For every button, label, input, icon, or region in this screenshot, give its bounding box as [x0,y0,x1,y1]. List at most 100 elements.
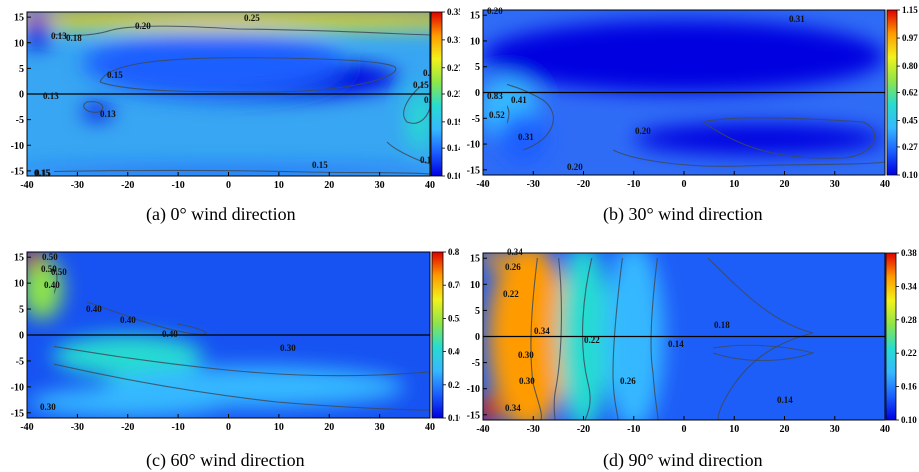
heatmap-cell [483,20,885,93]
contour-label: 0.83 [487,91,503,101]
colorbar-tick-label: 0.38 [901,248,917,258]
contour-label: 0.20 [135,21,151,31]
colorbar [430,11,443,177]
x-tick-label: 0 [226,422,231,433]
contour-line [99,57,397,93]
contour-label: 0.52 [489,110,505,120]
x-tick-label: 20 [780,424,790,435]
y-tick-label: 10 [470,280,480,291]
colorbar-tick-label: 0.22 [901,348,917,358]
heatmap-cell [52,335,204,377]
y-tick-label: -15 [11,408,24,419]
colorbar-tick-label: 0.14 [447,143,460,153]
contour-label: 0.26 [505,262,521,272]
y-tick-label: 10 [470,36,480,47]
contour-label: 0.14 [668,339,684,349]
contour-plot-c: 0.500.500.500.400.400.400.400.300.30-40-… [11,247,465,433]
x-tick-label: 40 [880,424,890,435]
panel-b: 0.31 0.20 0.83 0.41 0.52 0.31 0.20 0.20 -40 -30 -2… [459,0,919,190]
heatmap-cell [488,253,569,420]
x-tick-label: 30 [375,422,385,433]
heatmap-field [27,252,430,418]
colorbar-tick-label: 0.45 [902,116,918,126]
contour-label: 0.25 [244,13,260,23]
contour-line [83,101,104,113]
heatmap-cell [27,17,53,48]
y-tick-label: 5 [475,306,480,317]
colorbar-tick-label: 0.25 [448,380,460,390]
contour-line [507,105,510,124]
contour-line [553,258,562,421]
x-tick-label: -20 [577,424,590,435]
y-tick-label: -10 [11,382,24,393]
contour-line [582,258,593,421]
contour-line [530,258,542,421]
x-tick-label: -40 [476,179,489,190]
contour-line [54,264,58,295]
heatmap-cell [483,253,504,269]
y-tick-label: -5 [16,356,24,367]
heatmap-cell [27,15,430,30]
x-tick-label: -30 [71,422,84,433]
contour-line [54,363,430,411]
x-tick-label: -20 [121,422,134,433]
contour-line [403,81,431,124]
contour-label: 0.50 [51,267,67,277]
x-tick-label: -20 [577,179,590,190]
contour-label: 0.13 [43,91,59,101]
x-tick-label: 40 [880,179,890,190]
colorbar-tick-label: 0.80 [902,61,918,71]
caption-b: (b) 30° wind direction [603,204,763,224]
contour-line [54,25,431,36]
contour-line [86,301,207,335]
contour-label: 0.22 [503,289,519,299]
contour-line [612,149,886,167]
x-tick-label: 40 [425,422,435,433]
contour-label: 0.18 [714,320,730,330]
heatmap-cell [27,386,229,418]
y-tick-label: 5 [475,62,480,73]
x-tick-label: 30 [375,180,385,190]
caption-c: (c) 60° wind direction [146,450,305,470]
y-tick-label: 15 [14,253,24,264]
x-tick-label: 10 [274,422,284,433]
contour-label: 0.18 [66,33,82,43]
colorbar [886,9,898,176]
contour-label: 0.34 [534,326,550,336]
panel-c: 0.50 0.50 0.50 0.40 0.40 0.40 0.40 0.30 0.30 -40-… [0,247,465,438]
contour-label: 0.15 [107,70,123,80]
colorbar-tick-label: 0.40 [448,347,460,357]
colorbar-tick-label: 0.97 [902,33,918,43]
contour-label: 0.31 [789,14,805,24]
y-tick-label: 15 [14,13,24,24]
contour-label: 0.15 [34,168,50,178]
colorbar-tick-label: 0.55 [448,313,460,323]
contour-label: 0.34 [505,403,521,413]
contour-label: 0.13 [51,31,67,41]
x-tick-label: -10 [627,424,640,435]
x-tick-label: -30 [527,424,540,435]
y-tick-label: 0 [19,331,24,342]
contour-label: 0.40 [44,280,60,290]
y-tick-label: -5 [472,358,480,369]
heatmap-cell [27,252,43,268]
colorbar-tick-label: 0.19 [447,117,460,127]
colorbar-tick-label: 0.23 [447,89,460,99]
colorbar-tick-label: 0.28 [901,315,917,325]
colorbar-tick-label: 0.81 [448,248,460,257]
contour-label: 0.34 [507,248,523,257]
x-tick-label: -30 [71,180,84,190]
colorbar-tick-label: 1.15 [902,5,918,15]
x-tick-label: 40 [425,180,435,190]
x-tick-label: 10 [274,180,284,190]
y-tick-label: -15 [467,165,480,176]
colorbar [431,251,444,419]
y-tick-label: -10 [467,140,480,151]
x-tick-label: 0 [226,180,231,190]
x-tick-label: 10 [729,424,739,435]
colorbar-tick-label: 0.34 [901,281,917,291]
y-tick-label: -10 [467,384,480,395]
contour-line [54,169,431,175]
colorbar-tick-label: 0.31 [447,35,460,45]
panel-a: 0.250.200.180.150.130.130.130.180.150.18… [0,0,464,191]
